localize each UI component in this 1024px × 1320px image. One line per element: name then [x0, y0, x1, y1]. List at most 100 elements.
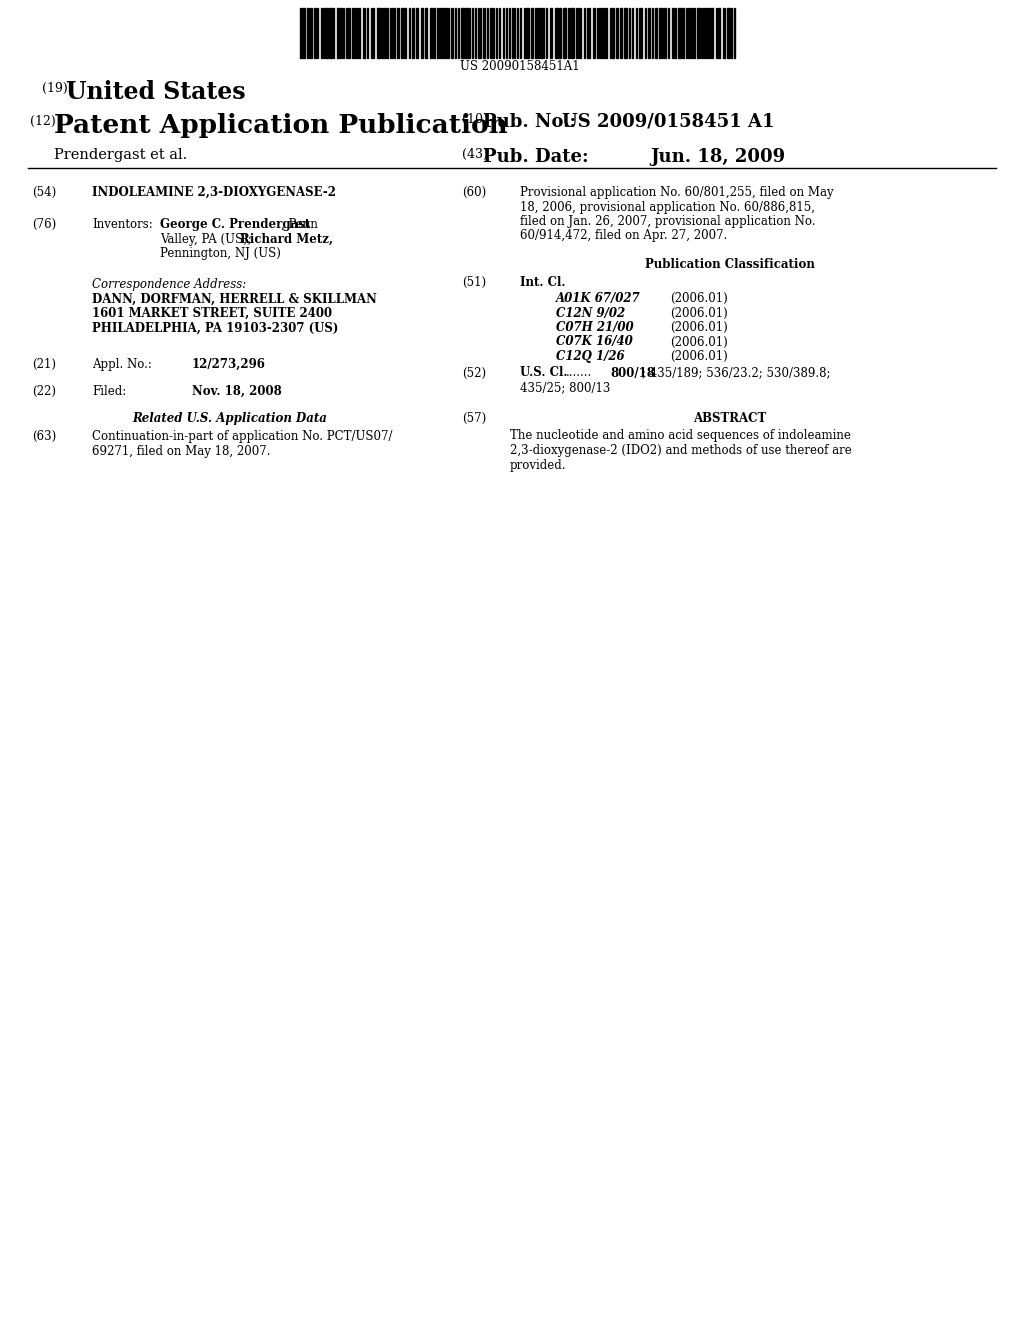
- Bar: [421, 8, 423, 58]
- Text: .......: .......: [566, 367, 592, 380]
- Text: 435/25; 800/13: 435/25; 800/13: [519, 381, 610, 393]
- Text: Patent Application Publication: Patent Application Publication: [54, 114, 508, 139]
- Bar: [655, 8, 657, 58]
- Text: US 20090158451A1: US 20090158451A1: [460, 59, 580, 73]
- Bar: [723, 8, 725, 58]
- Text: (57): (57): [462, 412, 486, 425]
- Text: United States: United States: [66, 81, 246, 104]
- Bar: [377, 8, 380, 58]
- Text: INDOLEAMINE 2,3-DIOXYGENASE-2: INDOLEAMINE 2,3-DIOXYGENASE-2: [92, 186, 336, 199]
- Text: Related U.S. Application Data: Related U.S. Application Data: [132, 412, 328, 425]
- Bar: [664, 8, 666, 58]
- Bar: [559, 8, 561, 58]
- Bar: [648, 8, 650, 58]
- Bar: [593, 8, 595, 58]
- Text: (10): (10): [462, 114, 487, 125]
- Bar: [624, 8, 627, 58]
- Bar: [555, 8, 558, 58]
- Text: Int. Cl.: Int. Cl.: [520, 276, 565, 289]
- Bar: [401, 8, 403, 58]
- Text: (54): (54): [32, 186, 56, 199]
- Bar: [451, 8, 453, 58]
- Bar: [307, 8, 309, 58]
- Bar: [693, 8, 695, 58]
- Text: (12): (12): [30, 115, 55, 128]
- Bar: [526, 8, 529, 58]
- Text: (2006.01): (2006.01): [670, 335, 728, 348]
- Text: (60): (60): [462, 186, 486, 199]
- Text: DANN, DORFMAN, HERRELL & SKILLMAN: DANN, DORFMAN, HERRELL & SKILLMAN: [92, 293, 377, 305]
- Bar: [672, 8, 674, 58]
- Bar: [340, 8, 342, 58]
- Text: Prendergast et al.: Prendergast et al.: [54, 148, 187, 162]
- Bar: [711, 8, 713, 58]
- Text: Pub. Date:: Pub. Date:: [483, 148, 589, 166]
- Text: Jun. 18, 2009: Jun. 18, 2009: [650, 148, 785, 166]
- Bar: [708, 8, 710, 58]
- Bar: [465, 8, 468, 58]
- Bar: [430, 8, 432, 58]
- Bar: [620, 8, 622, 58]
- Text: The nucleotide and amino acid sequences of indoleamine: The nucleotide and amino acid sequences …: [510, 429, 851, 442]
- Bar: [571, 8, 574, 58]
- Text: (19): (19): [42, 82, 68, 95]
- Text: C12Q 1/26: C12Q 1/26: [556, 350, 625, 363]
- Text: 2,3-dioxygenase-2 (IDO2) and methods of use thereof are: 2,3-dioxygenase-2 (IDO2) and methods of …: [510, 444, 852, 457]
- Bar: [384, 8, 386, 58]
- Text: 69271, filed on May 18, 2007.: 69271, filed on May 18, 2007.: [92, 445, 270, 458]
- Text: ; 435/189; 536/23.2; 530/389.8;: ; 435/189; 536/23.2; 530/389.8;: [642, 367, 830, 380]
- Text: (21): (21): [32, 358, 56, 371]
- Bar: [616, 8, 618, 58]
- Bar: [690, 8, 692, 58]
- Text: Provisional application No. 60/801,255, filed on May: Provisional application No. 60/801,255, …: [520, 186, 834, 199]
- Bar: [612, 8, 614, 58]
- Text: 18, 2006, provisional application No. 60/886,815,: 18, 2006, provisional application No. 60…: [520, 201, 815, 214]
- Bar: [727, 8, 730, 58]
- Text: Pennington, NJ (US): Pennington, NJ (US): [160, 247, 281, 260]
- Bar: [441, 8, 443, 58]
- Bar: [362, 8, 365, 58]
- Text: (22): (22): [32, 385, 56, 399]
- Text: (63): (63): [32, 430, 56, 444]
- Bar: [348, 8, 350, 58]
- Bar: [659, 8, 662, 58]
- Bar: [531, 8, 534, 58]
- Text: filed on Jan. 26, 2007, provisional application No.: filed on Jan. 26, 2007, provisional appl…: [520, 215, 815, 228]
- Text: (76): (76): [32, 218, 56, 231]
- Text: C07H 21/00: C07H 21/00: [556, 321, 634, 334]
- Bar: [416, 8, 418, 58]
- Text: (2006.01): (2006.01): [670, 306, 728, 319]
- Bar: [425, 8, 427, 58]
- Bar: [603, 8, 605, 58]
- Text: 60/914,472, filed on Apr. 27, 2007.: 60/914,472, filed on Apr. 27, 2007.: [520, 230, 727, 243]
- Bar: [682, 8, 684, 58]
- Text: ABSTRACT: ABSTRACT: [693, 412, 767, 425]
- Bar: [563, 8, 566, 58]
- Text: Appl. No.:: Appl. No.:: [92, 358, 152, 371]
- Text: Richard Metz,: Richard Metz,: [240, 232, 333, 246]
- Bar: [300, 8, 302, 58]
- Text: Nov. 18, 2008: Nov. 18, 2008: [193, 385, 282, 399]
- Text: Pub. No.:: Pub. No.:: [483, 114, 577, 131]
- Text: (2006.01): (2006.01): [670, 350, 728, 363]
- Bar: [718, 8, 720, 58]
- Bar: [705, 8, 707, 58]
- Text: US 2009/0158451 A1: US 2009/0158451 A1: [562, 114, 774, 131]
- Bar: [412, 8, 414, 58]
- Text: provided.: provided.: [510, 458, 566, 471]
- Bar: [483, 8, 485, 58]
- Text: Inventors:: Inventors:: [92, 218, 153, 231]
- Text: Publication Classification: Publication Classification: [645, 257, 815, 271]
- Bar: [550, 8, 552, 58]
- Bar: [433, 8, 435, 58]
- Bar: [397, 8, 399, 58]
- Text: A01K 67/027: A01K 67/027: [556, 292, 641, 305]
- Bar: [329, 8, 332, 58]
- Bar: [303, 8, 305, 58]
- Text: 800/18: 800/18: [610, 367, 655, 380]
- Text: Filed:: Filed:: [92, 385, 126, 399]
- Bar: [697, 8, 700, 58]
- Bar: [461, 8, 464, 58]
- Bar: [540, 8, 542, 58]
- Text: (2006.01): (2006.01): [670, 292, 728, 305]
